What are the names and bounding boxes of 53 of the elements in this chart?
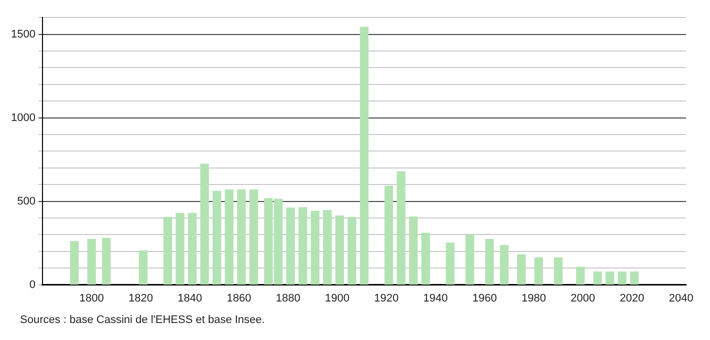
bar — [606, 271, 614, 285]
bar — [176, 212, 184, 285]
bar — [396, 171, 406, 285]
bar — [348, 216, 356, 285]
bar — [576, 266, 585, 285]
bar — [554, 257, 563, 285]
x-tick-label: 1920 — [374, 292, 399, 304]
bar — [500, 245, 509, 285]
y-tick-label: 0 — [29, 278, 36, 291]
x-tick-label: 1860 — [226, 292, 252, 304]
bar — [286, 207, 295, 285]
y-tick-label: 1000 — [10, 112, 36, 124]
bar — [534, 257, 543, 285]
bar — [384, 186, 394, 285]
bar — [163, 216, 172, 285]
x-tick-label: 1880 — [276, 292, 300, 304]
x-tick-label: 1940 — [423, 292, 448, 304]
bar — [188, 212, 197, 285]
bar — [310, 210, 320, 285]
bar — [102, 238, 111, 285]
bar — [70, 241, 79, 285]
bar — [618, 271, 626, 285]
x-tick-label: 2000 — [570, 292, 596, 304]
bar — [323, 210, 332, 285]
x-tick-label: 1960 — [472, 292, 497, 304]
x-tick-label: 1980 — [521, 292, 546, 304]
y-tick-label: 500 — [17, 195, 36, 208]
x-tick-label: 1840 — [178, 292, 202, 304]
x-tick-label: 2020 — [620, 292, 644, 304]
bar — [421, 232, 430, 285]
bar — [200, 164, 209, 285]
bar — [466, 234, 474, 285]
x-tick-label: 2040 — [668, 292, 694, 304]
bar — [593, 271, 602, 285]
x-tick-label: 1900 — [324, 292, 350, 304]
bar — [237, 189, 246, 285]
source-note: Sources : base Cassini de l'EHESS et base Insee. — [20, 314, 266, 326]
bar — [212, 190, 222, 285]
bar — [298, 207, 308, 285]
bar — [517, 254, 526, 285]
bar — [138, 250, 148, 285]
bar — [630, 271, 639, 285]
bar — [249, 189, 258, 285]
bar — [446, 242, 455, 285]
x-tick-label: 1800 — [79, 292, 104, 304]
bar — [485, 238, 494, 285]
x-tick-label: 1820 — [128, 292, 153, 304]
y-tick-label: 1500 — [10, 28, 36, 40]
bar — [409, 216, 418, 285]
bar — [335, 216, 344, 285]
bar — [360, 26, 369, 285]
bar — [87, 238, 96, 285]
bar — [224, 189, 234, 285]
